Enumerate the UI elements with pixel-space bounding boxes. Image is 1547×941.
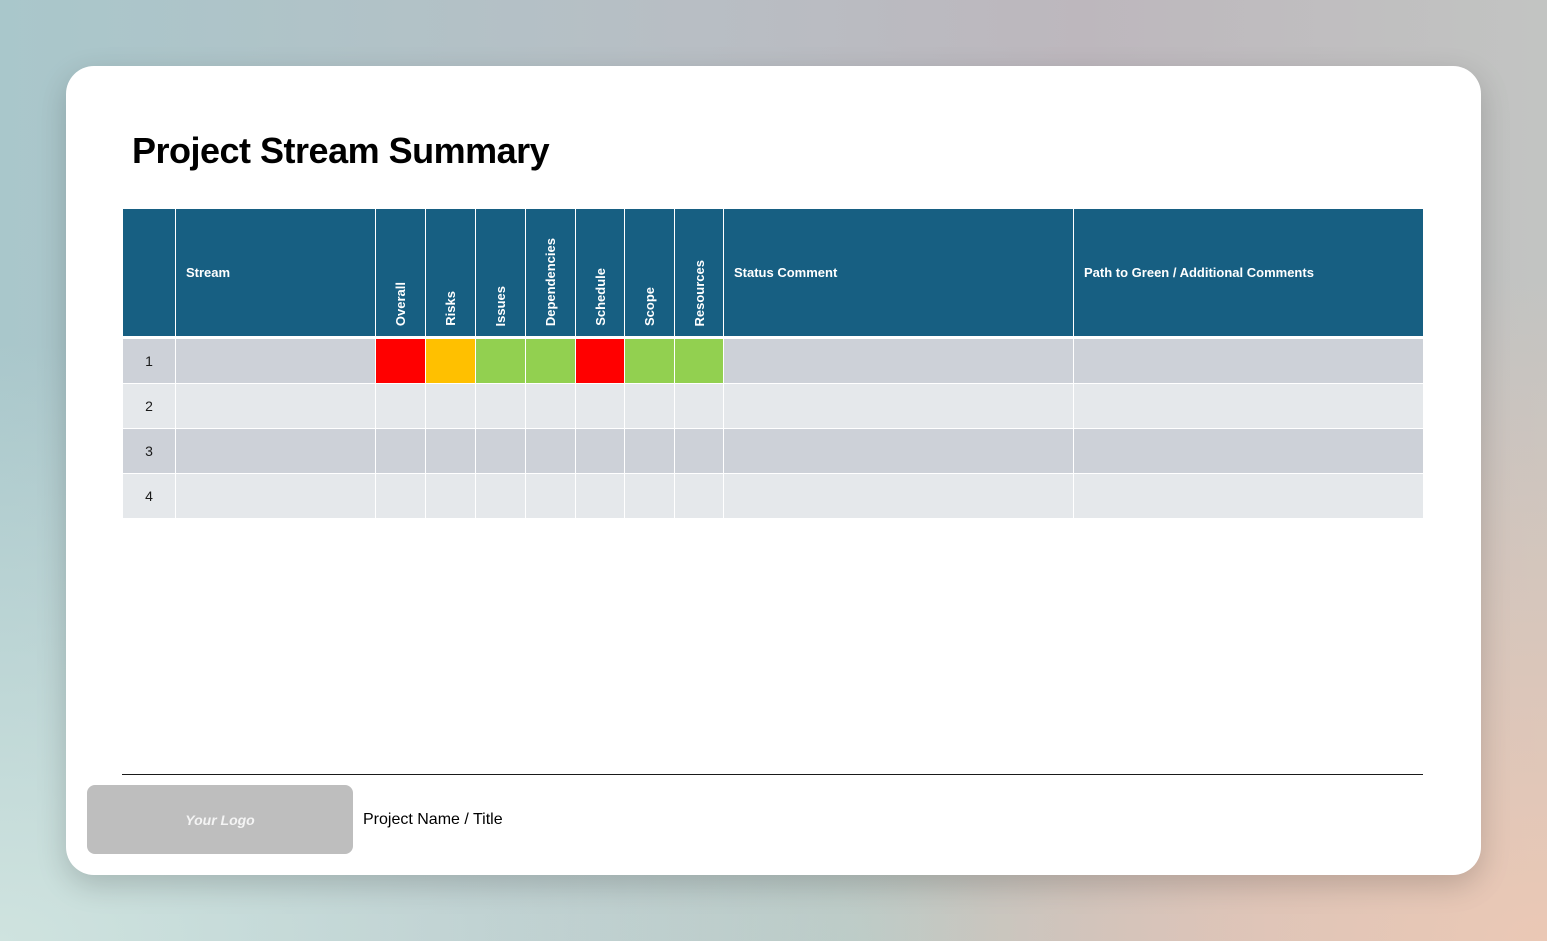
- table-row: 4: [122, 473, 1424, 519]
- header-stream: Stream: [175, 208, 376, 339]
- stream-cell[interactable]: [175, 383, 376, 429]
- header-scope-label: Scope: [642, 286, 657, 326]
- resources-status-cell[interactable]: [674, 473, 724, 519]
- header-path-to-green: Path to Green / Additional Comments: [1073, 208, 1424, 339]
- resources-status-cell[interactable]: [674, 337, 724, 384]
- page-title: Project Stream Summary: [132, 130, 550, 171]
- stream-summary-table: Stream Overall Risks Issues Dependencies…: [122, 208, 1424, 519]
- dependencies-status-cell[interactable]: [525, 428, 576, 474]
- logo-text: Your Logo: [185, 811, 255, 828]
- row-number: 2: [122, 383, 176, 429]
- header-overall-label: Overall: [393, 281, 408, 326]
- scope-status-cell[interactable]: [624, 383, 675, 429]
- stream-cell[interactable]: [175, 473, 376, 519]
- issues-status-cell[interactable]: [475, 337, 526, 384]
- scope-status-cell[interactable]: [624, 473, 675, 519]
- issues-status-cell[interactable]: [475, 428, 526, 474]
- header-resources-label: Resources: [691, 259, 707, 326]
- header-schedule: Schedule: [575, 208, 625, 339]
- footer-divider: [122, 774, 1423, 775]
- scope-status-cell[interactable]: [624, 428, 675, 474]
- scope-status-cell[interactable]: [624, 337, 675, 384]
- path-to-green-cell[interactable]: [1073, 337, 1424, 384]
- header-issues-label: Issues: [493, 285, 508, 326]
- row-number: 1: [122, 337, 176, 384]
- resources-status-cell[interactable]: [674, 383, 724, 429]
- stream-cell[interactable]: [175, 337, 376, 384]
- overall-status-cell[interactable]: [375, 337, 426, 384]
- issues-status-cell[interactable]: [475, 473, 526, 519]
- overall-status-cell[interactable]: [375, 428, 426, 474]
- header-path-to-green-label: Path to Green / Additional Comments: [1084, 265, 1314, 280]
- path-to-green-cell[interactable]: [1073, 473, 1424, 519]
- issues-status-cell[interactable]: [475, 383, 526, 429]
- table-row: 1: [122, 337, 1424, 384]
- header-dependencies-label: Dependencies: [543, 237, 558, 326]
- schedule-status-cell[interactable]: [575, 383, 625, 429]
- row-number: 3: [122, 428, 176, 474]
- header-scope: Scope: [624, 208, 675, 339]
- header-issues: Issues: [475, 208, 526, 339]
- logo-placeholder: Your Logo: [87, 785, 353, 854]
- header-resources: Resources: [674, 208, 724, 339]
- status-comment-cell[interactable]: [723, 473, 1074, 519]
- header-risks-label: Risks: [443, 291, 458, 326]
- header-number: [122, 208, 176, 339]
- dependencies-status-cell[interactable]: [525, 473, 576, 519]
- schedule-status-cell[interactable]: [575, 337, 625, 384]
- stream-cell[interactable]: [175, 428, 376, 474]
- overall-status-cell[interactable]: [375, 383, 426, 429]
- table-row: 3: [122, 428, 1424, 474]
- overall-status-cell[interactable]: [375, 473, 426, 519]
- risks-status-cell[interactable]: [425, 383, 476, 429]
- header-status-comment: Status Comment: [723, 208, 1074, 339]
- dependencies-status-cell[interactable]: [525, 383, 576, 429]
- header-risks: Risks: [425, 208, 476, 339]
- project-name-title: Project Name / Title: [363, 811, 503, 828]
- schedule-status-cell[interactable]: [575, 473, 625, 519]
- status-comment-cell[interactable]: [723, 428, 1074, 474]
- header-overall: Overall: [375, 208, 426, 339]
- resources-status-cell[interactable]: [674, 428, 724, 474]
- dependencies-status-cell[interactable]: [525, 337, 576, 384]
- risks-status-cell[interactable]: [425, 473, 476, 519]
- risks-status-cell[interactable]: [425, 337, 476, 384]
- header-schedule-label: Schedule: [592, 268, 608, 326]
- row-number: 4: [122, 473, 176, 519]
- schedule-status-cell[interactable]: [575, 428, 625, 474]
- table-row: 2: [122, 383, 1424, 429]
- path-to-green-cell[interactable]: [1073, 383, 1424, 429]
- header-stream-label: Stream: [186, 265, 231, 280]
- header-status-comment-label: Status Comment: [734, 265, 838, 280]
- slide: Project Stream Summary Stream Overall Ri…: [66, 66, 1481, 875]
- table-header-row: Stream Overall Risks Issues Dependencies…: [122, 208, 1424, 339]
- path-to-green-cell[interactable]: [1073, 428, 1424, 474]
- risks-status-cell[interactable]: [425, 428, 476, 474]
- status-comment-cell[interactable]: [723, 383, 1074, 429]
- header-dependencies: Dependencies: [525, 208, 576, 339]
- status-comment-cell[interactable]: [723, 337, 1074, 384]
